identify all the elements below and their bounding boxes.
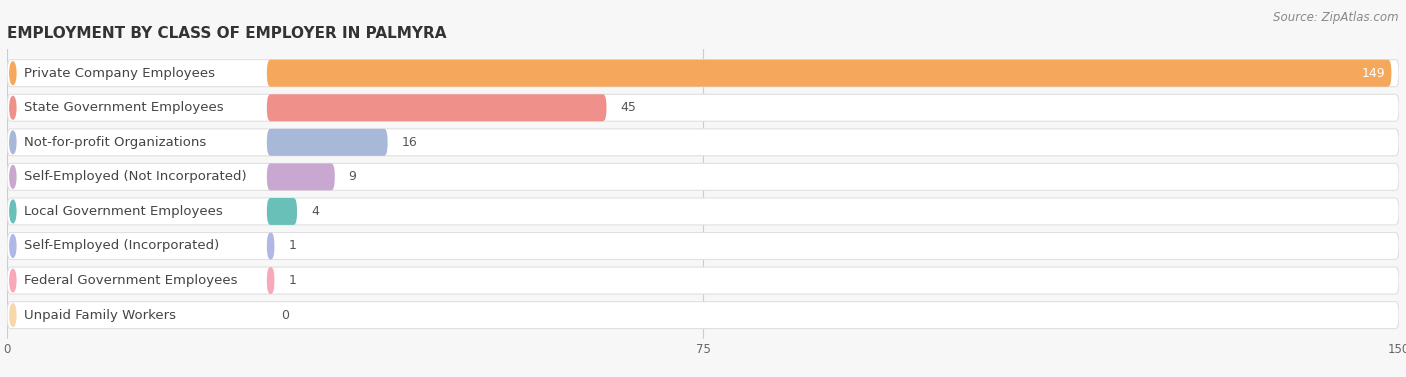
Text: 1: 1 (288, 239, 297, 253)
Circle shape (10, 97, 15, 119)
FancyBboxPatch shape (7, 94, 1399, 121)
FancyBboxPatch shape (267, 60, 1392, 87)
Circle shape (10, 200, 15, 223)
FancyBboxPatch shape (7, 233, 1399, 259)
Text: 45: 45 (620, 101, 637, 114)
Text: Private Company Employees: Private Company Employees (24, 67, 215, 80)
Text: Local Government Employees: Local Government Employees (24, 205, 224, 218)
Text: Not-for-profit Organizations: Not-for-profit Organizations (24, 136, 207, 149)
Circle shape (10, 166, 15, 188)
Text: 0: 0 (281, 309, 288, 322)
FancyBboxPatch shape (7, 198, 1399, 225)
Text: Self-Employed (Not Incorporated): Self-Employed (Not Incorporated) (24, 170, 247, 183)
FancyBboxPatch shape (267, 129, 388, 156)
Circle shape (10, 131, 15, 154)
Text: State Government Employees: State Government Employees (24, 101, 224, 114)
Circle shape (10, 62, 15, 84)
FancyBboxPatch shape (7, 163, 1399, 190)
Text: 16: 16 (402, 136, 418, 149)
Circle shape (10, 304, 15, 326)
FancyBboxPatch shape (267, 163, 335, 190)
FancyBboxPatch shape (267, 233, 274, 259)
Text: Source: ZipAtlas.com: Source: ZipAtlas.com (1274, 11, 1399, 24)
FancyBboxPatch shape (7, 302, 1399, 329)
Text: 1: 1 (288, 274, 297, 287)
FancyBboxPatch shape (267, 94, 606, 121)
Text: 9: 9 (349, 170, 357, 183)
Text: Unpaid Family Workers: Unpaid Family Workers (24, 309, 176, 322)
FancyBboxPatch shape (7, 129, 1399, 156)
Text: 4: 4 (311, 205, 319, 218)
FancyBboxPatch shape (267, 267, 274, 294)
Text: Federal Government Employees: Federal Government Employees (24, 274, 238, 287)
FancyBboxPatch shape (267, 198, 297, 225)
Circle shape (10, 269, 15, 292)
Text: EMPLOYMENT BY CLASS OF EMPLOYER IN PALMYRA: EMPLOYMENT BY CLASS OF EMPLOYER IN PALMY… (7, 26, 447, 41)
Circle shape (10, 234, 15, 257)
Text: 149: 149 (1361, 67, 1385, 80)
FancyBboxPatch shape (7, 267, 1399, 294)
Text: Self-Employed (Incorporated): Self-Employed (Incorporated) (24, 239, 219, 253)
FancyBboxPatch shape (7, 60, 1399, 87)
